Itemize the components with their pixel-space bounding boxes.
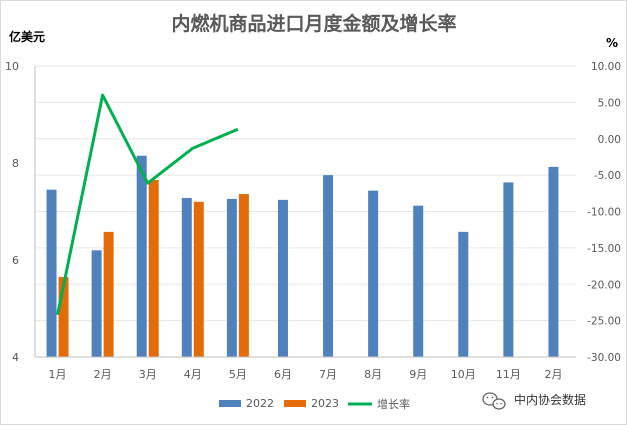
bar-2022: [503, 182, 513, 357]
bar-2022: [137, 156, 147, 357]
y-left-unit: 亿美元: [9, 29, 45, 44]
growth-rate-line: [58, 95, 238, 315]
y-right-tick-label: -20.00: [587, 279, 621, 291]
x-tick-label: 1月: [49, 368, 67, 381]
bar-2022: [182, 198, 192, 357]
legend-label: 增长率: [377, 397, 410, 411]
y-right-tick-label: -15.00: [587, 243, 621, 255]
legend-label: 2022: [246, 397, 274, 410]
y-right-tick-label: -25.00: [587, 316, 621, 328]
watermark: 中内协会数据: [483, 392, 586, 409]
y-right-tick-label: -30.00: [587, 352, 621, 364]
bar-2022: [227, 199, 237, 357]
y-right-tick-label: 10.00: [591, 61, 621, 73]
y-left-tick-label: 4: [12, 351, 19, 364]
y-right-axis: 10.00 5.00 0.00 -5.00 -10.00 -15.00 -20.00 -25.…: [587, 61, 621, 364]
bar-2023: [149, 180, 159, 357]
x-tick-label: 2月: [94, 368, 112, 381]
x-tick-label: 3月: [139, 368, 157, 381]
legend-label: 2023: [311, 397, 339, 410]
y-right-tick-label: -10.00: [587, 207, 621, 219]
chart-title: 内燃机商品进口月度金额及增长率: [171, 12, 456, 35]
legend: 2022 2023 增长率: [219, 397, 410, 411]
x-tick-label: 9月: [409, 368, 427, 381]
x-tick-label: 2月: [544, 368, 562, 381]
y-left-tick-label: 10: [5, 60, 19, 73]
bar-2022: [92, 250, 102, 357]
bar-2022: [458, 232, 468, 357]
bar-2022: [413, 206, 423, 357]
bar-2022: [278, 200, 288, 357]
watermark-text: 中内协会数据: [514, 392, 586, 407]
grid-lines: [35, 66, 576, 357]
y-right-unit: %: [606, 36, 618, 50]
bar-2023: [194, 202, 204, 357]
x-tick-label: 6月: [274, 368, 292, 381]
bar-2022: [368, 191, 378, 357]
bars-layer: [47, 156, 559, 357]
growth-line-layer: [57, 95, 238, 315]
x-tick-label: 5月: [229, 368, 247, 381]
y-left-tick-label: 8: [12, 157, 19, 170]
x-tick-label: 11月: [496, 368, 521, 381]
bar-2023: [104, 232, 114, 357]
bar-2022: [47, 190, 57, 357]
x-tick-label: 10月: [451, 368, 476, 381]
bar-2023: [239, 194, 249, 357]
y-right-tick-label: 5.00: [598, 97, 621, 109]
legend-swatch: [219, 400, 241, 407]
y-left-axis: 4 6 8 10: [5, 60, 35, 364]
bar-2022: [548, 167, 558, 357]
wechat-icon: [483, 393, 505, 409]
y-right-tick-label: -5.00: [594, 170, 621, 182]
bar-2022: [323, 175, 333, 357]
x-tick-label: 7月: [319, 368, 337, 381]
x-tick-label: 8月: [364, 368, 382, 381]
y-left-tick-label: 6: [12, 254, 19, 267]
x-axis: 1月 2月 3月 4月 5月 6月 7月 8月 9月 10月 11月 2月: [35, 357, 576, 381]
legend-swatch: [284, 400, 306, 407]
x-tick-label: 4月: [184, 368, 202, 381]
y-right-tick-label: 0.00: [598, 134, 621, 146]
